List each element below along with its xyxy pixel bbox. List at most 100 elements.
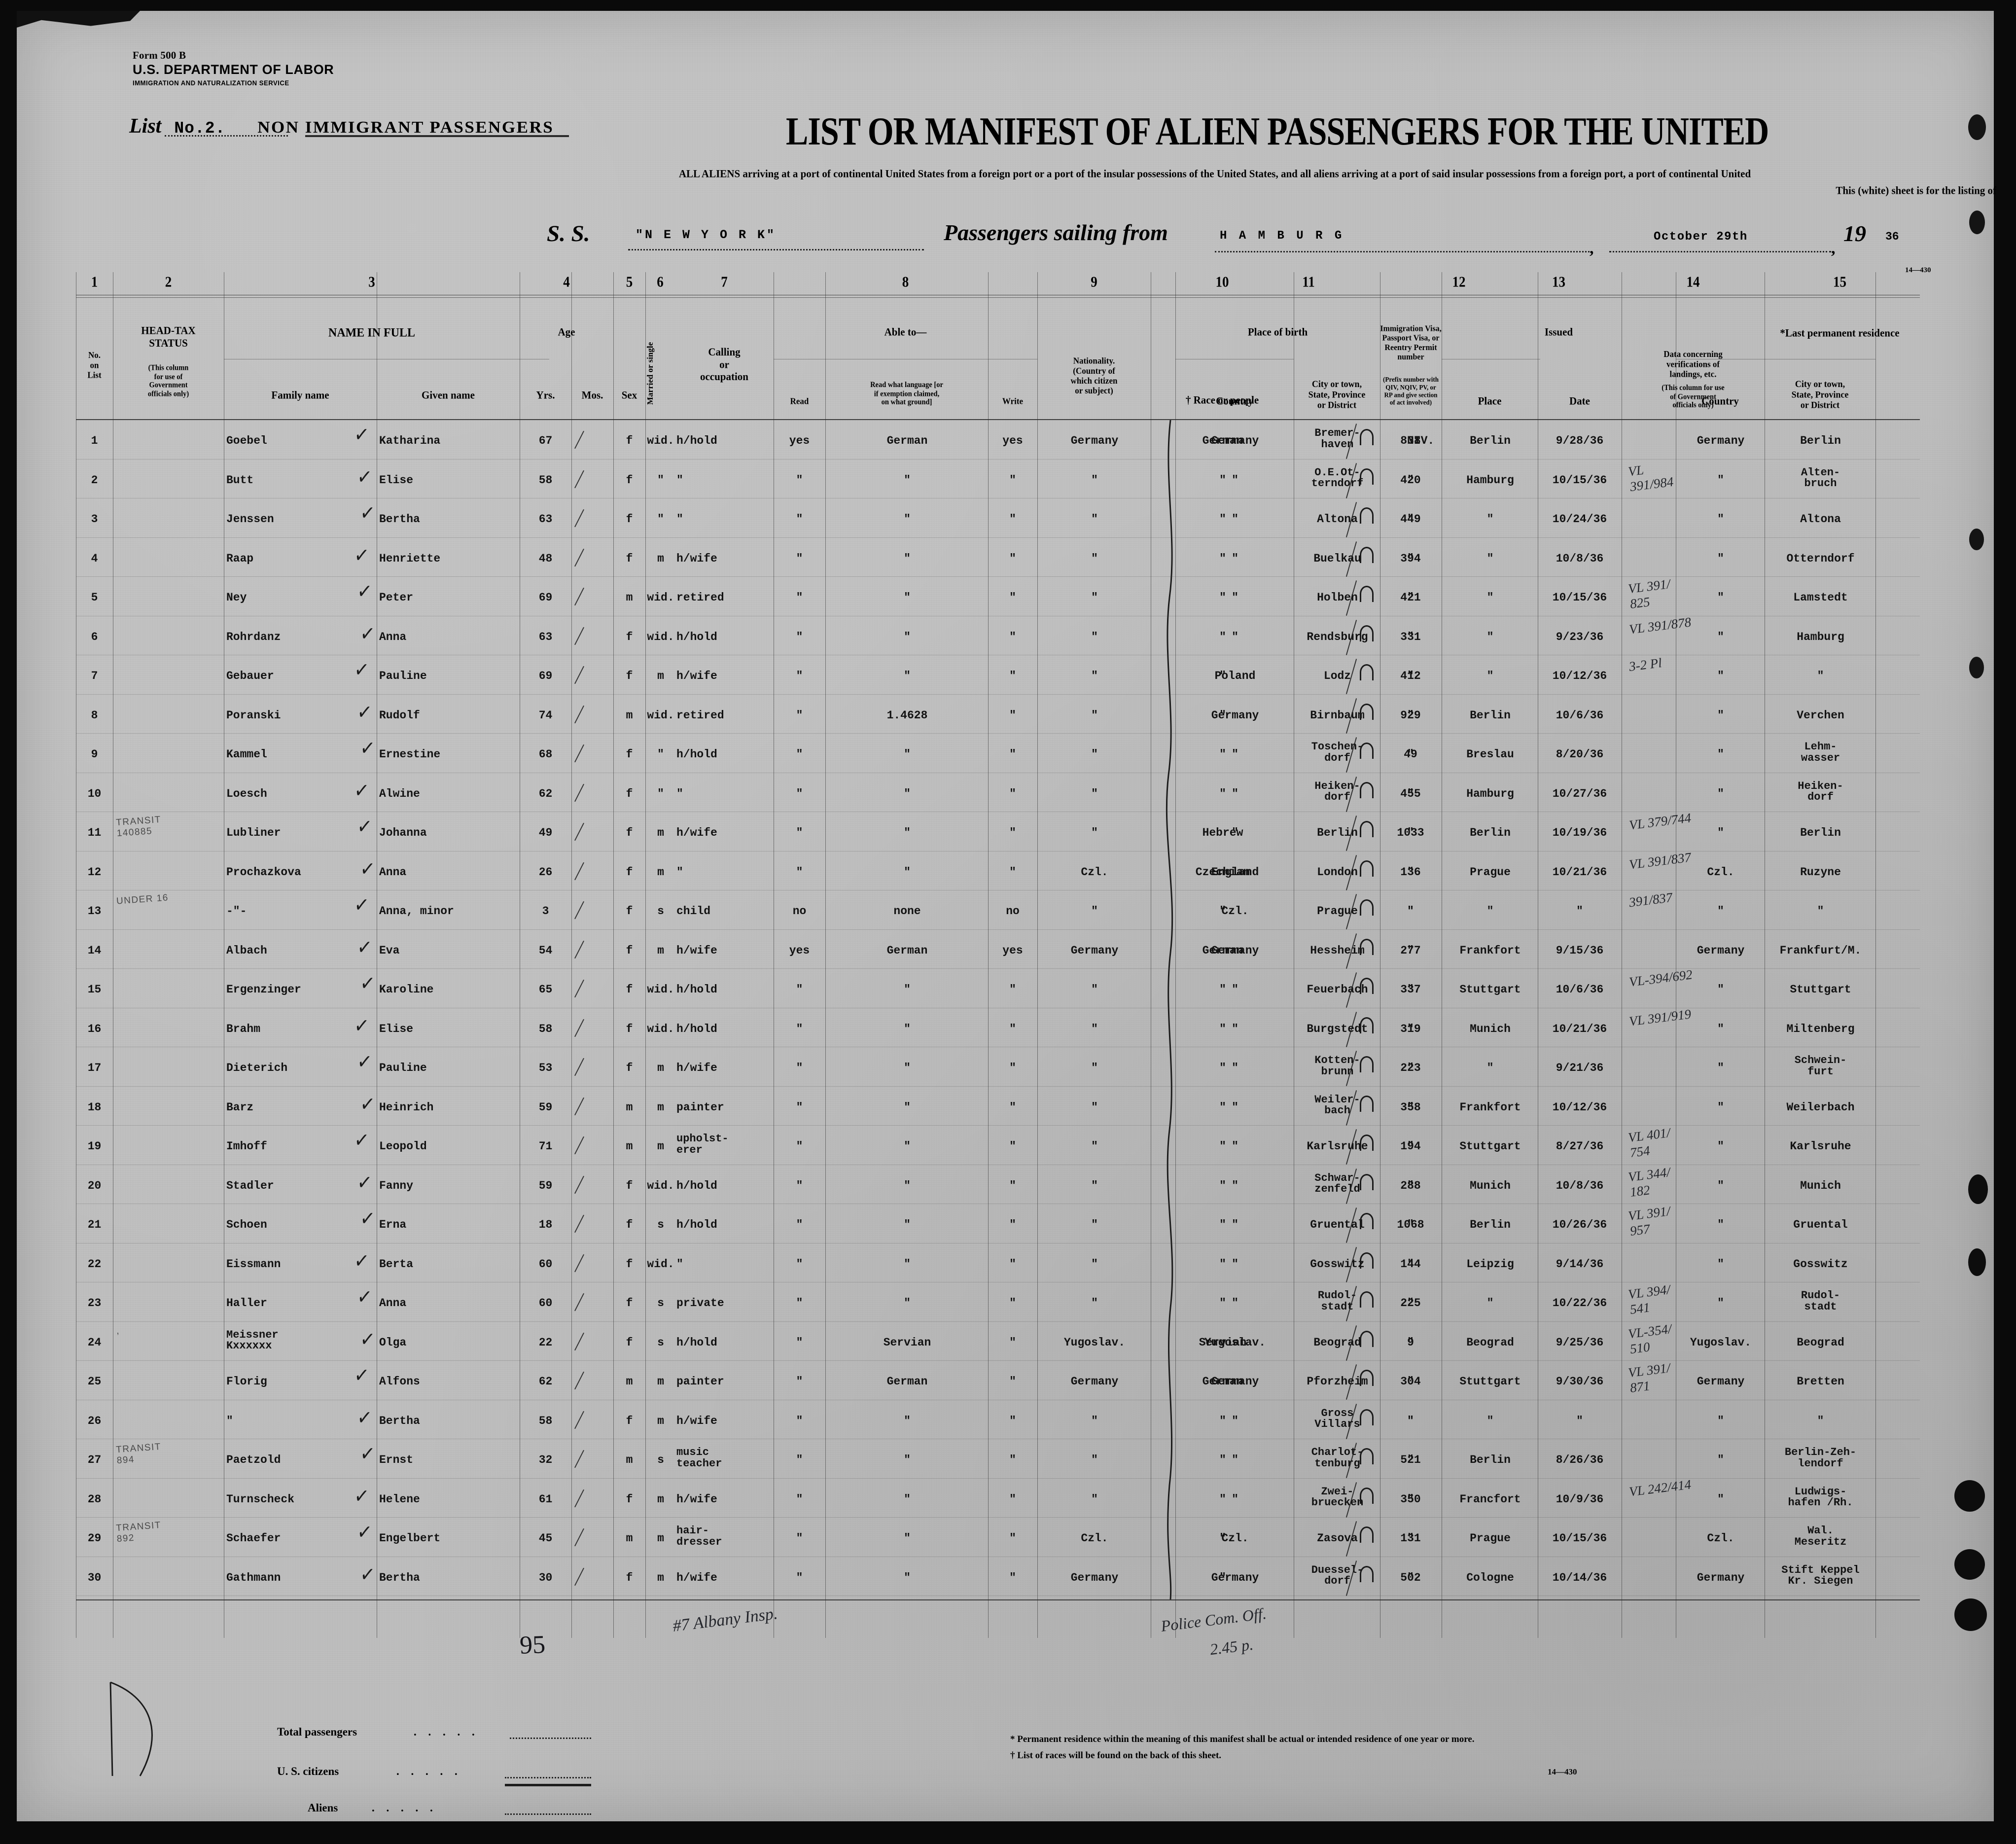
department-name: U.S. DEPARTMENT OF LABOR xyxy=(133,62,334,77)
table-row[interactable]: 27 TRANSIT 894 Paetzold Ernst 32 m s music teac… xyxy=(76,1439,1920,1479)
occupation: h/hold xyxy=(676,1179,717,1192)
marital-status: wid. xyxy=(647,1179,674,1192)
pen-slash xyxy=(574,901,584,920)
table-row[interactable]: 1 Goebel Katharina 67 f wid. h/hold yes German ye… xyxy=(76,420,1920,460)
table-row[interactable]: 19 Imhoff Leopold 71 m m upholst- erer " " " " " " Ka… xyxy=(76,1125,1920,1165)
age-years: 69 xyxy=(538,591,553,604)
table-row[interactable]: 5 Ney Peter 69 m wid. retired " " " " " " Holben 421 " "… xyxy=(76,576,1920,616)
able-to-read: " xyxy=(796,983,803,996)
table-row[interactable]: 24, Meissner Kxxxxxx Olga 22 f s h/hold " Servia… xyxy=(76,1321,1920,1361)
age-years: 59 xyxy=(538,1179,553,1192)
race-or-people: " xyxy=(1219,1100,1226,1114)
table-row[interactable]: 2 Butt Elise 58 f " " " " " " " " O.E.Ot- terndorf 420… xyxy=(76,460,1920,498)
residence-city: Wal. Meseritz xyxy=(1794,1525,1847,1548)
race-or-people: German xyxy=(1202,944,1243,957)
visa-number: 136 xyxy=(1400,865,1421,879)
table-row[interactable]: 29 TRANSIT 892 Schaefer Engelbert 45 m m hair- … xyxy=(76,1518,1920,1557)
race-or-people: " xyxy=(1219,1454,1226,1466)
table-row[interactable]: 12 Prochazkova Anna 26 f m " " " " Czl. Czechian Eng… xyxy=(76,850,1920,890)
visa-kind-label: " xyxy=(1407,748,1414,761)
birth-city: Rudol- stadt xyxy=(1317,1289,1357,1313)
visa-kind-label: " xyxy=(1407,1257,1414,1271)
table-row[interactable]: 11 TRANSIT 140885 Lubliner Johanna 49 f m h/wif… xyxy=(76,810,1920,851)
visa-kind-label: " xyxy=(1407,1571,1414,1584)
verification-note: VL 391/ 871 xyxy=(1627,1360,1671,1396)
table-row[interactable]: 3 Jenssen Bertha 63 f " " " " " " " " Altona 449 " " 10/2… xyxy=(76,498,1920,538)
pen-slash xyxy=(574,744,584,763)
col-number-8: 8 xyxy=(902,273,909,290)
able-to-write: " xyxy=(1009,1414,1016,1427)
header-given-name: Given name xyxy=(422,389,475,401)
table-row[interactable]: 13 UNDER 16 -"- Anna, minor 3 f s child no none no… xyxy=(76,890,1920,930)
issued-place: " xyxy=(1486,513,1494,526)
table-row[interactable]: 22 Eissmann Berta 60 f wid. " " " " " " " Gosswitz 144… xyxy=(76,1243,1920,1282)
able-to-read: " xyxy=(796,1454,803,1466)
marital-status: wid. xyxy=(647,1022,674,1035)
able-to-read: no xyxy=(792,905,807,918)
visa-kind-label: " xyxy=(1407,552,1414,565)
occupation: h/hold xyxy=(676,1218,717,1231)
table-row[interactable]: 26 " Bertha 58 f m h/wife " " " " " " Gross Villars " "… xyxy=(76,1400,1920,1439)
pen-slash xyxy=(574,509,584,528)
issued-date: 10/12/36 xyxy=(1552,670,1607,682)
age-years: 45 xyxy=(538,1532,553,1545)
able-to-write: " xyxy=(1009,1257,1016,1271)
read-language: " xyxy=(904,826,911,839)
table-row[interactable]: 23 Haller Anna 60 f s private " " " " " " Rudol- stad… xyxy=(76,1282,1920,1322)
given-name: Anna xyxy=(379,630,407,643)
pen-slash xyxy=(574,627,584,645)
table-row[interactable]: 30 Gathmann Bertha 30 f m h/wife " " " Germany " Ger… xyxy=(76,1557,1920,1596)
residence-country: " xyxy=(1717,1022,1724,1035)
us-citizens-rule xyxy=(505,1784,591,1786)
nationality: " xyxy=(1091,1297,1098,1310)
visa-number: 929 xyxy=(1400,709,1421,722)
table-row[interactable]: 16 Brahm Elise 58 f wid. h/hold " " " " " " Burgstedt… xyxy=(76,1006,1920,1047)
visa-number: 194 xyxy=(1400,1140,1421,1153)
visa-kind-label: " xyxy=(1407,513,1414,526)
residence-country: Czl. xyxy=(1707,1532,1734,1545)
table-row[interactable]: 28 Turnscheck Helene 61 f m h/wife " " " " " " Zwei- … xyxy=(76,1477,1920,1518)
birth-country: " xyxy=(1232,630,1238,643)
visa-kind-label: " xyxy=(1407,670,1414,682)
table-row[interactable]: 17 Dieterich Pauline 53 f m h/wife " " " " " " Kotten… xyxy=(76,1047,1920,1087)
table-row[interactable]: 9 Kammel Ernestine 68 f " h/hold " " " " " " Toschen-… xyxy=(76,734,1920,773)
pen-slash xyxy=(574,1019,584,1037)
table-row[interactable]: 15 Ergenzinger Karoline 65 f wid. h/hold " " " " " "… xyxy=(76,967,1920,1008)
sailing-date: October 29th xyxy=(1654,230,1748,244)
able-to-write: " xyxy=(1009,670,1016,682)
nationality: " xyxy=(1091,1062,1098,1074)
issued-place: Breslau xyxy=(1466,748,1514,761)
table-row[interactable]: 21 Schoen Erna 18 f s h/hold " " " " " " Gruental 1068… xyxy=(76,1204,1920,1243)
table-row[interactable]: 6 Rohrdanz Anna 63 f wid. h/hold " " " " " " Rendsbur… xyxy=(76,614,1920,655)
table-row[interactable]: 10 Loesch Alwine 62 f " " " " " " " " Heiken- dorf 455… xyxy=(76,773,1920,812)
race-or-people: Hebrew xyxy=(1202,826,1243,839)
family-name: Stadler xyxy=(226,1179,274,1192)
table-row[interactable]: 8 Poranski Rudolf 74 m wid. retired " 1.4628 " " " G… xyxy=(76,695,1920,734)
able-to-read: " xyxy=(796,630,803,643)
table-row[interactable]: 20 Stadler Fanny 59 f wid. h/hold " " " " " " Schwar-… xyxy=(76,1165,1920,1204)
family-name: Gebauer xyxy=(226,670,274,682)
nationality: " xyxy=(1091,670,1098,682)
pen-arc-bottom-left xyxy=(109,1681,153,1776)
race-or-people: " xyxy=(1219,513,1226,526)
occupation: retired xyxy=(676,709,724,722)
nationality: " xyxy=(1091,826,1098,839)
occupation: h/wife xyxy=(676,944,717,957)
list-line: List No.2. NON IMMIGRANT PASSENGERS xyxy=(129,114,553,138)
able-to-write: " xyxy=(1009,630,1016,643)
table-row[interactable]: 4 Raap Henriette 48 f m h/wife " " " " " " Buelkau 394… xyxy=(76,538,1920,577)
family-name: Meissner Kxxxxxx xyxy=(226,1328,279,1352)
us-citizens-blank xyxy=(505,1777,591,1778)
issued-date: 10/21/36 xyxy=(1552,865,1607,879)
birth-country: " xyxy=(1232,1297,1238,1310)
page-number: 95 xyxy=(519,1631,546,1660)
table-row[interactable]: 7 Gebauer Pauline 69 f m h/wife " " " " " Poland Lodz… xyxy=(76,655,1920,695)
table-row[interactable]: 14 Albach Eva 54 f m h/wife yes German yes Germany… xyxy=(76,930,1920,969)
age-years: 61 xyxy=(538,1492,553,1506)
table-row[interactable]: 18 Barz Heinrich 59 m m painter " " " " " " Weiler- b… xyxy=(76,1087,1920,1126)
able-to-write: " xyxy=(1009,513,1016,526)
table-row[interactable]: 25 Florig Alfons 62 m m painter " German " Germany… xyxy=(76,1360,1920,1400)
marital-status: s xyxy=(657,1297,664,1310)
pen-wiggle-line xyxy=(1166,420,1173,1599)
check-mark-icon: ✓ xyxy=(355,700,373,725)
